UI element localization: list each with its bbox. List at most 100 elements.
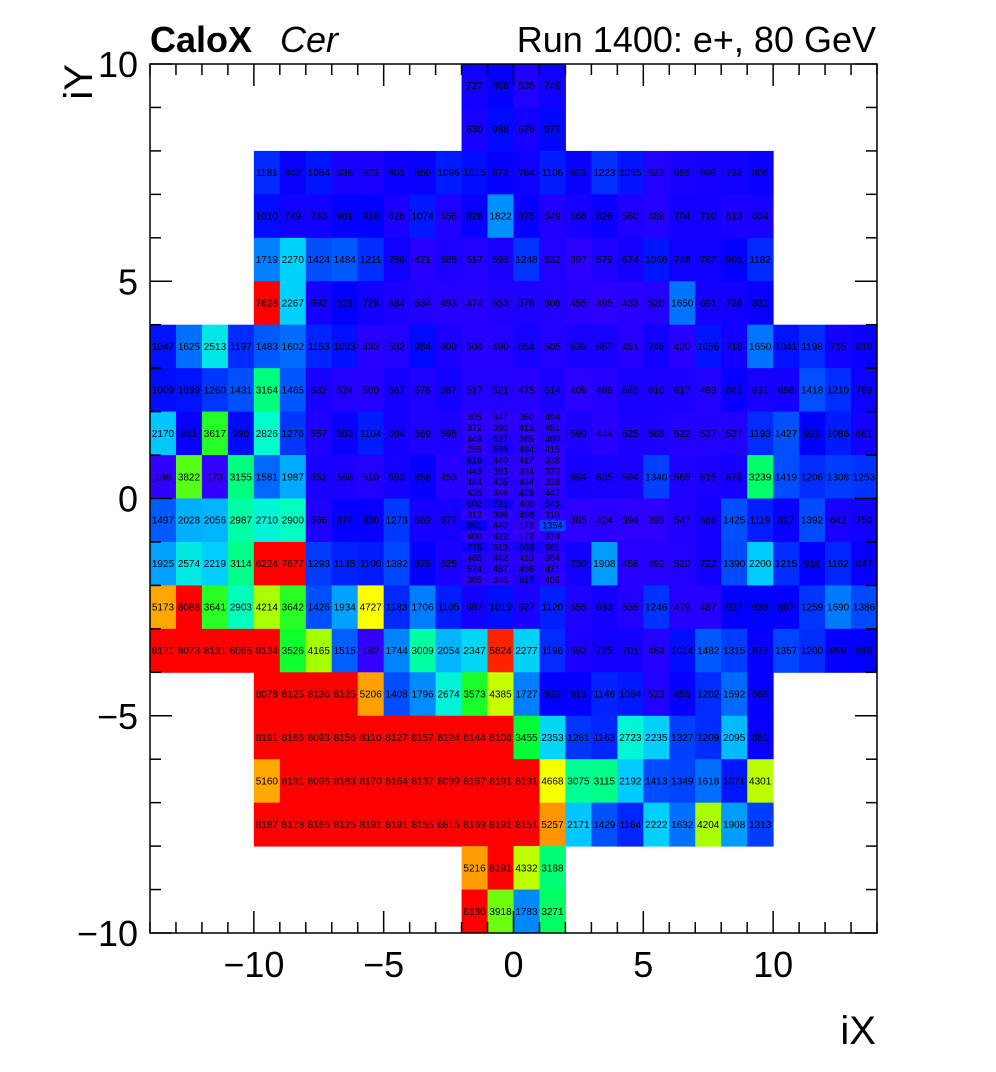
heatmap-cell xyxy=(565,672,592,717)
heatmap-cell xyxy=(747,150,774,195)
cell-value-label: 8191 xyxy=(489,863,512,874)
heatmap-cell xyxy=(305,150,333,195)
heatmap-cell xyxy=(279,585,307,630)
heatmap-cell xyxy=(669,237,696,282)
heatmap-fine-cell xyxy=(487,455,514,467)
heatmap-cell xyxy=(565,498,592,543)
cell-value-label: 927 xyxy=(726,603,743,614)
heatmap-cell xyxy=(669,541,696,586)
heatmap-cell xyxy=(617,194,644,239)
cell-value-label: 2347 xyxy=(463,646,486,657)
cell-value-label: 831 xyxy=(752,298,769,309)
heatmap-cell xyxy=(643,150,670,195)
cell-value-label: 1706 xyxy=(412,603,435,614)
heatmap-cell xyxy=(721,541,748,586)
cell-value-label: 826 xyxy=(596,212,613,223)
heatmap-cell xyxy=(383,237,411,282)
cell-value-label: 8166 xyxy=(282,733,305,744)
heatmap-fine-cell xyxy=(539,520,566,532)
heatmap-cell xyxy=(773,411,800,456)
cell-value-label: 1200 xyxy=(801,646,824,657)
heatmap-cell xyxy=(747,759,774,804)
heatmap-cell xyxy=(565,411,592,456)
fine-cell-value-label: 435 xyxy=(493,477,508,487)
cell-value-label: 1429 xyxy=(593,820,616,831)
heatmap-cell xyxy=(617,281,644,326)
heatmap-cell xyxy=(305,194,333,239)
heatmap-fine-cell xyxy=(513,509,540,521)
heatmap-cell xyxy=(773,324,800,369)
fine-cell-value-label: 334 xyxy=(519,466,534,476)
cell-value-label: 3239 xyxy=(749,472,772,483)
heatmap-cell xyxy=(461,802,489,847)
heatmap-cell xyxy=(461,759,489,804)
heatmap-cell xyxy=(253,541,281,586)
heatmap-cell xyxy=(150,585,177,630)
heatmap-cell xyxy=(695,585,722,630)
cell-value-label: 2054 xyxy=(437,646,460,657)
cell-value-label: 1010 xyxy=(256,212,279,223)
heatmap-cell xyxy=(773,455,800,499)
cell-value-label: 458 xyxy=(622,559,639,570)
cell-value-label: 696 xyxy=(700,168,717,179)
heatmap-cell xyxy=(409,541,437,586)
cell-value-label: 517 xyxy=(466,385,483,396)
heatmap-cell xyxy=(435,759,463,804)
heatmap-fine-cell xyxy=(487,531,514,543)
heatmap-cell xyxy=(279,237,307,282)
cell-value-label: 1632 xyxy=(671,820,694,831)
heatmap-cell xyxy=(851,368,878,413)
heatmap-cell xyxy=(357,759,385,804)
fine-cell-value-label: 537 xyxy=(493,434,508,444)
cell-value-label: 851 xyxy=(752,733,769,744)
fine-cell-value-label: 400 xyxy=(467,532,482,542)
heatmap-fine-cell xyxy=(513,563,540,575)
cell-value-label: 1198 xyxy=(801,342,823,353)
heatmap-cell xyxy=(669,194,696,239)
cell-value-label: 642 xyxy=(830,516,847,527)
heatmap-cell xyxy=(357,585,385,630)
cell-value-label: 749 xyxy=(544,81,561,92)
heatmap-cell xyxy=(175,628,203,673)
heatmap-cell xyxy=(773,585,800,630)
cell-value-label: 746 xyxy=(648,342,665,353)
cell-value-label: 4165 xyxy=(308,646,331,657)
heatmap-cell xyxy=(175,411,203,456)
heatmap-cell xyxy=(279,281,307,326)
heatmap-cell xyxy=(565,628,592,673)
x-tick-label: 0 xyxy=(503,944,523,985)
heatmap-cell xyxy=(851,541,878,586)
cell-value-label: 654 xyxy=(518,342,535,353)
heatmap-cell xyxy=(695,411,722,456)
heatmap-cell xyxy=(617,455,644,499)
heatmap-fine-cell xyxy=(487,411,514,423)
heatmap-fine-cell xyxy=(461,422,488,434)
cell-value-label: 595 xyxy=(440,429,457,440)
heatmap-cell xyxy=(721,672,748,717)
heatmap-fine-cell xyxy=(513,433,540,445)
cell-value-label: 789 xyxy=(856,385,873,396)
heatmap-cell xyxy=(253,759,281,804)
heatmap-cell xyxy=(279,802,307,847)
cell-value-label: 1055 xyxy=(619,168,642,179)
heatmap-fine-cell xyxy=(513,574,540,586)
heatmap-cell xyxy=(773,498,800,543)
heatmap-cell xyxy=(825,541,852,586)
heatmap-cell xyxy=(253,585,281,630)
cell-value-label: 1313 xyxy=(749,820,772,831)
heatmap-cell xyxy=(461,281,489,326)
cell-value-label: 3573 xyxy=(463,690,486,701)
cell-value-label: 8165 xyxy=(308,820,331,831)
heatmap-cell xyxy=(617,237,644,282)
heatmap-fine-cell xyxy=(461,552,488,564)
cell-value-label: 1273 xyxy=(386,516,409,527)
cell-value-label: 1210 xyxy=(827,385,850,396)
heatmap-cell xyxy=(747,194,774,239)
cell-value-label: 3155 xyxy=(230,472,253,483)
heatmap-cell xyxy=(565,281,592,326)
fine-cell-value-label: 173 xyxy=(519,521,534,531)
cell-value-label: 2987 xyxy=(230,516,253,527)
cell-value-label: 697 xyxy=(466,603,483,614)
cell-value-label: 615 xyxy=(700,472,717,483)
fine-cell-value-label: 422 xyxy=(493,532,508,542)
